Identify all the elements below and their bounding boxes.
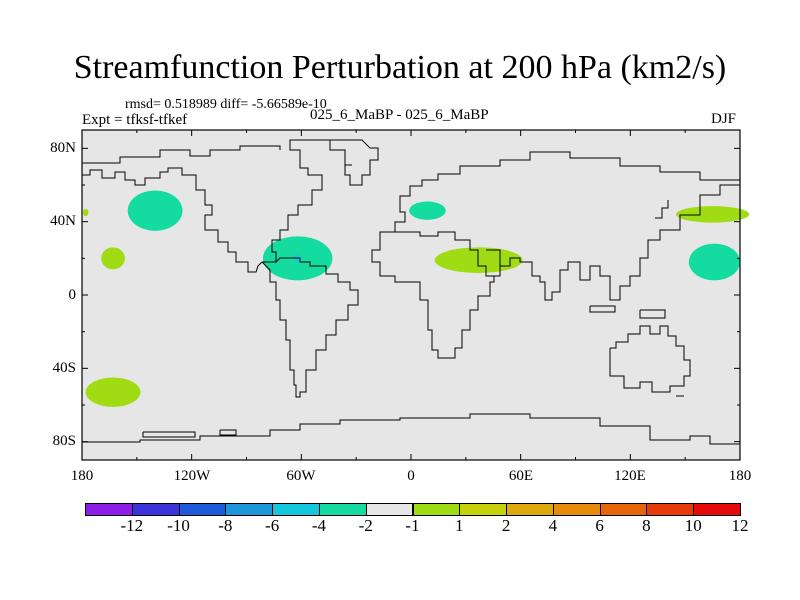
coast-north-america xyxy=(82,167,263,273)
coast-africa xyxy=(371,231,495,359)
plot-title: Streamfunction Perturbation at 200 hPa (… xyxy=(73,49,727,86)
colorbar-label: 6 xyxy=(595,516,604,535)
anomaly-dateline-dot xyxy=(82,208,89,217)
coast-new-guinea xyxy=(639,309,666,319)
coast-south-america xyxy=(261,257,359,398)
coast-antarctic-ice-2 xyxy=(219,429,237,436)
coast-antarctica xyxy=(82,413,740,445)
colorbar-swatch xyxy=(412,503,461,516)
experiment-label: Expt = tfksf-tfkef xyxy=(82,112,188,128)
colorbar-swatch xyxy=(272,503,320,516)
anomaly-europe xyxy=(409,201,446,220)
colorbar-swatch xyxy=(85,503,133,516)
lon-tick-120w: 120W xyxy=(173,468,211,484)
colorbar-label: 2 xyxy=(501,516,511,535)
colorbar-label: -12 xyxy=(120,516,144,535)
colorbar-label: 4 xyxy=(548,516,558,535)
anomaly-northwest-pacific xyxy=(676,206,750,223)
lat-tick-40n: 40N xyxy=(50,213,76,229)
colorbar-label: -1 xyxy=(405,516,420,535)
colorbar-swatch xyxy=(365,503,414,516)
colorbar-label: 10 xyxy=(684,516,702,535)
lat-tick-80s: 80S xyxy=(52,433,76,449)
anomaly-east-pacific xyxy=(101,247,125,270)
colorbar-label: -10 xyxy=(167,516,190,535)
colorbar-swatch xyxy=(318,503,367,516)
anomaly-south-pacific xyxy=(85,377,141,407)
lon-tick-60w: 60W xyxy=(286,468,316,484)
colorbar-label: 8 xyxy=(642,516,651,535)
colorbar-swatch xyxy=(646,503,695,516)
coast-greenland xyxy=(330,139,379,186)
colorbar-label: 12 xyxy=(731,516,749,535)
colorbar-label: -8 xyxy=(218,516,233,535)
stats-text: rmsd= 0.518989 diff= -5.66589e-10 xyxy=(125,97,327,112)
colorbar-swatch xyxy=(599,503,648,516)
coast-indonesia xyxy=(589,305,616,313)
colorbar-swatch xyxy=(225,503,274,516)
coast-asia-east xyxy=(494,184,740,301)
lon-tick-180w: 180 xyxy=(70,468,94,484)
lon-tick-180e: 180 xyxy=(728,468,752,484)
subtitle-text: 025_6_MaBP - 025_6_MaBP xyxy=(310,107,489,123)
lon-tick-0: 0 xyxy=(407,468,415,484)
anomaly-layer xyxy=(82,190,750,407)
season-label: DJF xyxy=(711,111,737,127)
coast-north-america-east xyxy=(262,139,352,263)
colorbar-label: -6 xyxy=(265,516,280,535)
lon-tick-120e: 120E xyxy=(614,468,646,484)
anomaly-africa xyxy=(434,247,523,273)
coast-japan xyxy=(655,200,669,219)
anomaly-west-pacific xyxy=(688,243,741,281)
anomaly-north-pacific xyxy=(127,190,183,231)
colorbar-swatch xyxy=(693,503,741,516)
lat-tick-eq: 0 xyxy=(68,287,77,303)
colorbar-swatch xyxy=(506,503,554,516)
colorbar-label: -4 xyxy=(311,516,326,535)
map-background xyxy=(82,130,740,460)
lon-tick-60e: 60E xyxy=(508,468,534,484)
coast-arabia xyxy=(486,249,501,266)
lat-tick-40s: 40S xyxy=(52,360,76,376)
coast-eurasia xyxy=(394,151,740,232)
coast-australia xyxy=(609,325,691,393)
axis-ticks xyxy=(81,130,741,460)
colorbar-swatch xyxy=(178,503,227,516)
colorbar-swatch xyxy=(131,503,180,516)
lat-tick-80n: 80N xyxy=(50,140,76,156)
coastlines xyxy=(82,139,740,445)
colorbar-swatch xyxy=(459,503,508,516)
colorbar-swatch xyxy=(552,503,601,516)
coast-arctic xyxy=(82,145,281,164)
colorbar-label: 1 xyxy=(455,516,464,535)
coast-antarctic-ice xyxy=(142,431,196,438)
colorbar-label: -2 xyxy=(358,516,373,535)
